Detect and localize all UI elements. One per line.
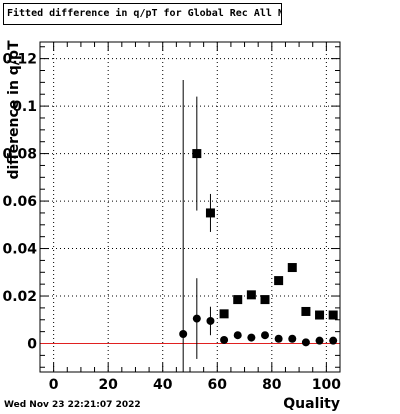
data-point-circle	[233, 331, 242, 340]
x-tick-label: 60	[208, 377, 228, 393]
data-point-circle	[301, 338, 310, 347]
data-point-square	[328, 310, 338, 320]
y-axis-label: difference in q/pT	[6, 40, 22, 180]
data-point-square	[301, 306, 311, 316]
y-tick-label: 0.06	[2, 194, 37, 210]
x-tick-label: 20	[98, 377, 118, 393]
data-point-circle	[288, 334, 297, 343]
y-tick-label: 0.12	[2, 52, 37, 68]
data-point-square	[246, 290, 256, 300]
y-tick-label: 0	[27, 337, 37, 353]
data-point-circle	[220, 335, 229, 344]
data-point-square	[315, 310, 325, 320]
data-point-square	[260, 295, 270, 305]
data-point-square	[192, 149, 202, 159]
data-point-circle	[192, 314, 201, 323]
y-tick-label: 0.08	[2, 147, 37, 163]
plot-frame	[39, 41, 341, 373]
x-tick-label: 40	[153, 377, 173, 393]
y-tick-label: 0.04	[2, 242, 37, 258]
data-point-square	[233, 295, 243, 305]
y-tick-label: 0.02	[2, 289, 37, 305]
data-point-circle	[329, 336, 338, 345]
data-point-circle	[274, 334, 283, 343]
data-point-circle	[315, 336, 324, 345]
y-tick-label: 0.1	[12, 99, 37, 115]
x-tick-label: 80	[262, 377, 282, 393]
data-point-square	[219, 309, 229, 319]
x-tick-label: 100	[312, 377, 341, 393]
data-point-circle	[247, 333, 256, 342]
plot-area	[40, 42, 340, 372]
data-point-square	[274, 276, 284, 286]
data-point-square	[287, 263, 297, 273]
data-point-circle	[206, 316, 215, 325]
x-tick-label: 0	[49, 377, 59, 393]
data-point-square	[205, 208, 215, 218]
timestamp: Wed Nov 23 22:21:07 2022	[4, 400, 141, 410]
data-point-circle	[261, 331, 269, 340]
data-point-circle	[179, 330, 188, 339]
x-axis-label: Quality	[283, 396, 340, 412]
chart-title: Fitted difference in q/pT for Global Rec…	[3, 3, 282, 25]
